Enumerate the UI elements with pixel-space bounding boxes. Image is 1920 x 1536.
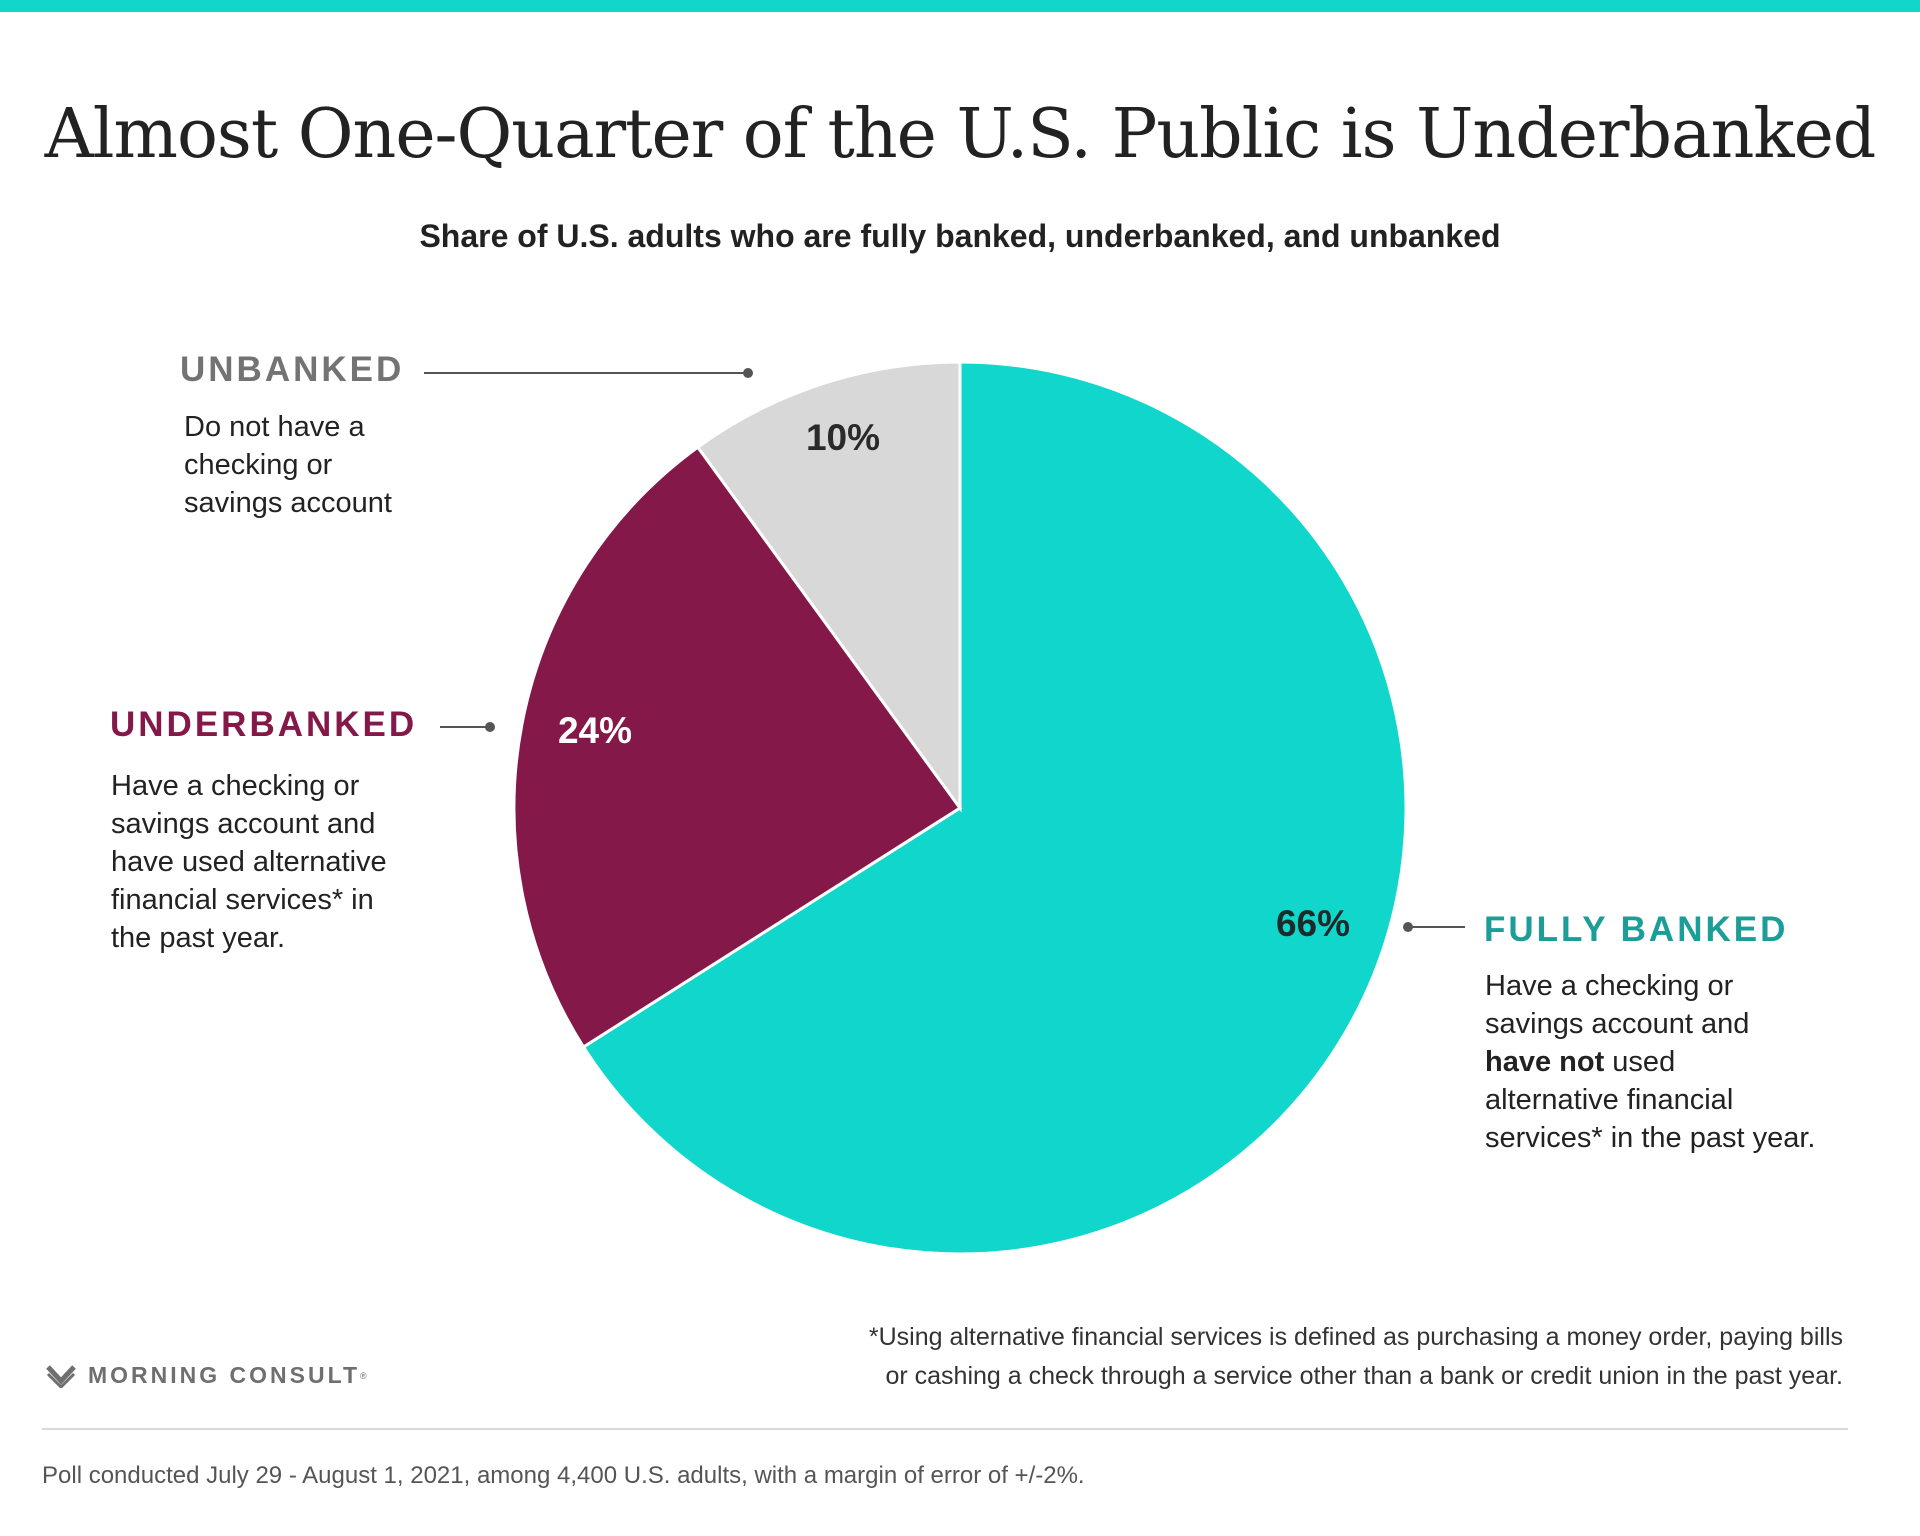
fully-banked-heading: FULLY BANKED [1484, 910, 1789, 949]
fully-banked-desc-line: savings account and [1485, 1008, 1750, 1040]
fully-banked-description: Have a checking or savings account and h… [1485, 967, 1815, 1157]
footnote: *Using alternative financial services is… [869, 1318, 1843, 1396]
leader-dot-underbanked [485, 722, 495, 732]
unbanked-heading: UNBANKED [180, 350, 405, 389]
underbanked-desc-line: Have a checking or [111, 770, 360, 802]
fully-banked-desc-line: alternative financial [1485, 1084, 1734, 1116]
pie-slice-under [512, 445, 963, 1050]
footnote-line: or cashing a check through a service oth… [885, 1362, 1843, 1390]
fully-banked-desc-line: Have a checking or [1485, 970, 1734, 1002]
top-accent-bar [0, 0, 1920, 12]
footer-divider [42, 1428, 1848, 1430]
unbanked-desc-line: checking or [184, 449, 333, 481]
chart-title: Almost One-Quarter of the U.S. Public is… [44, 95, 1877, 174]
underbanked-desc-line: the past year. [111, 922, 286, 954]
morning-consult-logo: MORNING CONSULT ® [46, 1362, 367, 1389]
pie-chart: 66% 24% 10% [424, 360, 1465, 1256]
underbanked-desc-line: have used alternative [111, 846, 387, 878]
underbanked-description: Have a checking or savings account and h… [111, 767, 387, 957]
underbanked-desc-line: financial services* in [111, 884, 374, 916]
have-not-emphasis: have not [1485, 1046, 1605, 1078]
logo-registered-mark: ® [360, 1370, 367, 1381]
pie-slice-un [695, 360, 962, 813]
pie-slice-fully [581, 360, 1408, 1256]
unbanked-desc-line: Do not have a [184, 411, 365, 443]
value-label-fully: 66% [1276, 903, 1350, 944]
unbanked-desc-line: savings account [184, 487, 392, 519]
leader-dot-fully-banked [1403, 922, 1413, 932]
fully-banked-desc-line: have not used [1485, 1043, 1815, 1081]
footnote-line: *Using alternative financial services is… [868, 1323, 1843, 1351]
source-note: Poll conducted July 29 - August 1, 2021,… [42, 1462, 1085, 1489]
underbanked-heading: UNDERBANKED [110, 705, 418, 744]
fully-banked-desc-line: services* in the past year. [1485, 1122, 1816, 1154]
value-label-under: 24% [558, 710, 632, 751]
logo-text: MORNING CONSULT [88, 1362, 361, 1388]
fully-banked-desc-rest: used [1604, 1046, 1676, 1078]
chart-subtitle: Share of U.S. adults who are fully banke… [419, 218, 1501, 254]
morning-consult-m-icon [46, 1364, 76, 1388]
unbanked-description: Do not have a checking or savings accoun… [184, 408, 392, 522]
leader-dot-unbanked [743, 368, 753, 378]
underbanked-desc-line: savings account and [111, 808, 376, 840]
value-label-un: 10% [806, 417, 880, 458]
